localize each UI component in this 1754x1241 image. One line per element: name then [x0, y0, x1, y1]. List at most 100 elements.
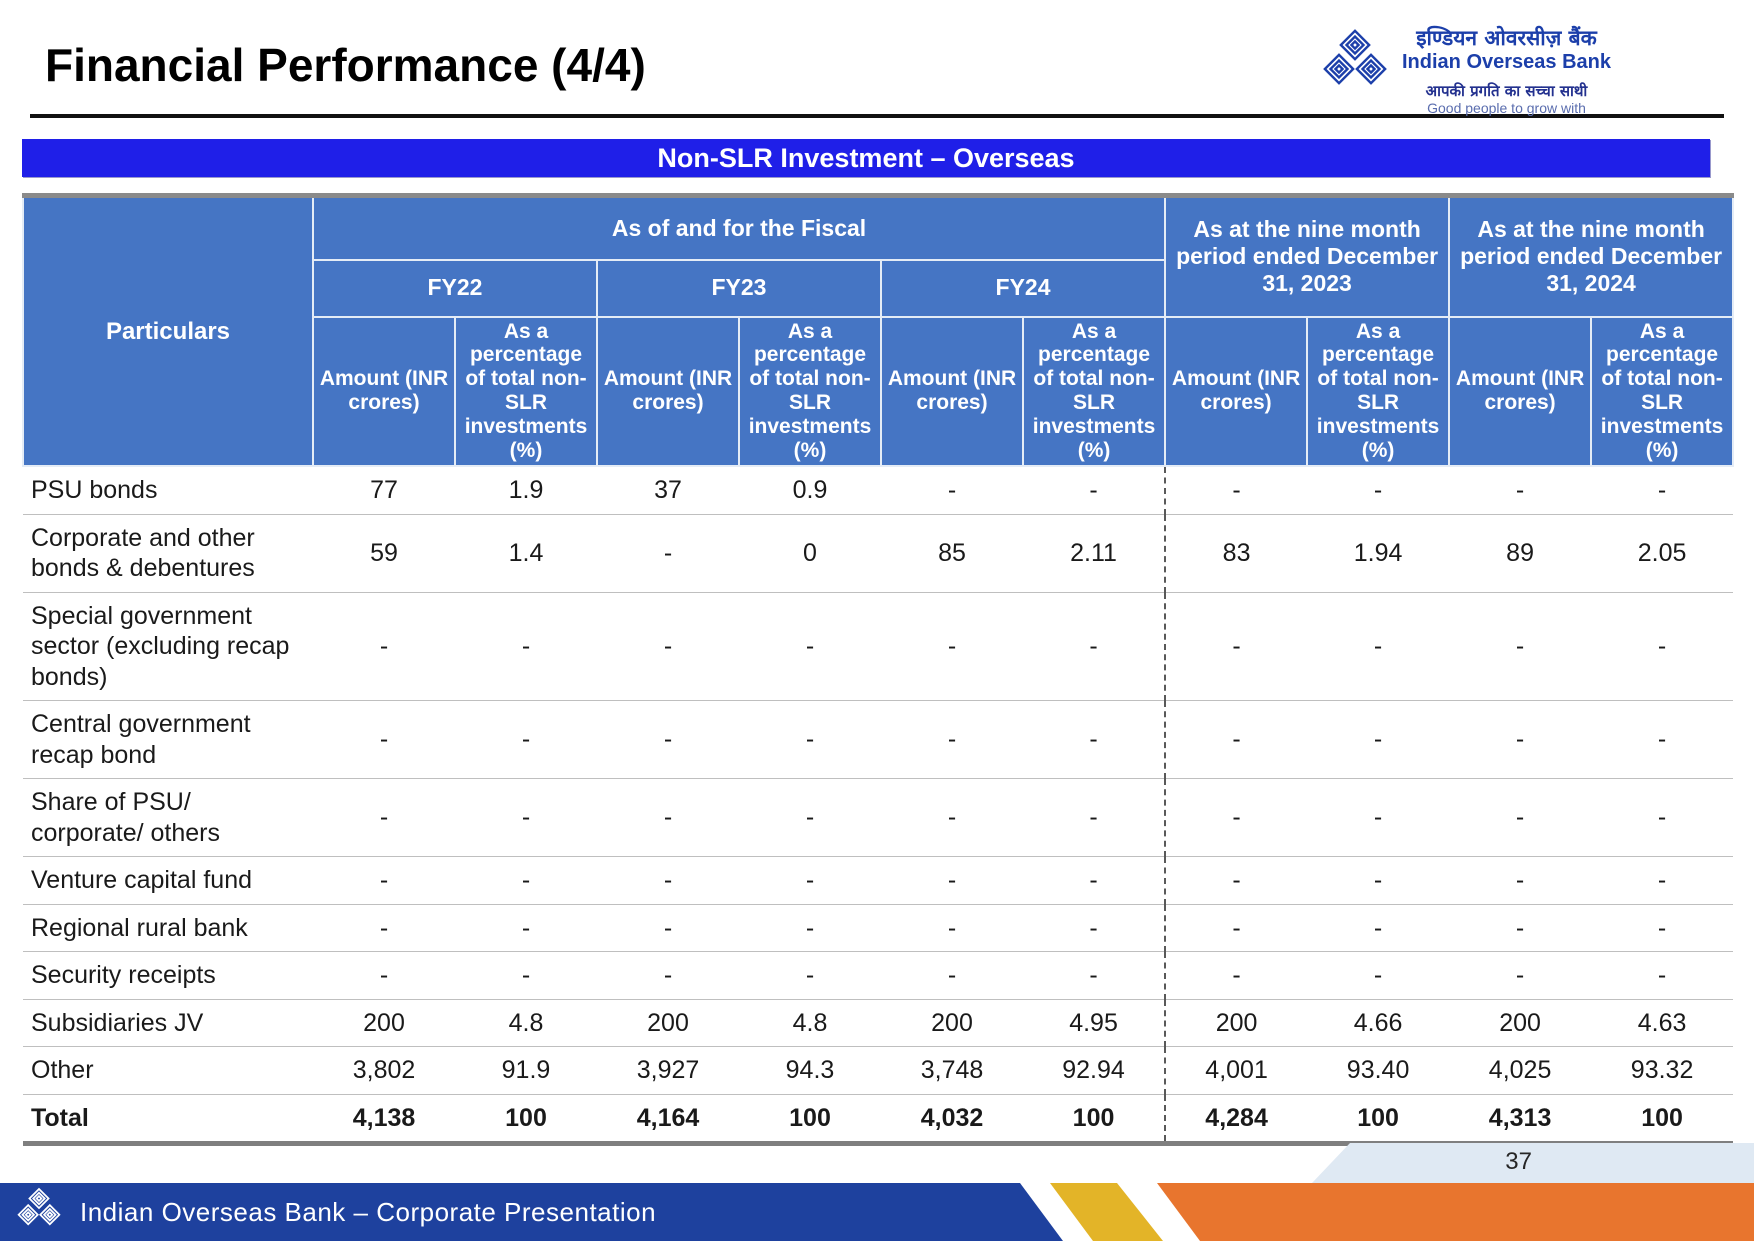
section-banner-title: Non-SLR Investment – Overseas [657, 142, 1075, 173]
cell-value: 0 [739, 514, 881, 593]
cell-value: - [455, 592, 597, 702]
subheader-amount-dec2023: Amount (INR crores) [1164, 315, 1309, 468]
subheader-amount-dec2024: Amount (INR crores) [1448, 315, 1593, 468]
cell-value: - [739, 951, 881, 1000]
cell-value: 4,025 [1449, 1046, 1592, 1095]
cell-value: - [313, 592, 455, 702]
cell-value: - [1449, 700, 1592, 780]
bank-diamonds-icon [1318, 26, 1392, 103]
cell-value: - [881, 951, 1023, 1000]
cell-value: - [1023, 778, 1166, 858]
cell-value: - [1164, 466, 1308, 515]
row-label: PSU bonds [23, 466, 313, 515]
cell-value: 94.3 [739, 1046, 881, 1095]
row-label: Share of PSU/ corporate/ others [23, 778, 313, 858]
footer-bar: Indian Overseas Bank – Corporate Present… [0, 1183, 1754, 1241]
cell-value: 200 [597, 999, 739, 1048]
column-group-fy24: FY24 [879, 258, 1167, 318]
cell-value: - [1307, 951, 1450, 1000]
row-label: Special government sector (excluding rec… [23, 592, 313, 702]
footer-light-band [1312, 1143, 1754, 1183]
cell-value: - [1307, 856, 1450, 905]
title-divider [30, 114, 1724, 118]
cell-value: - [455, 904, 597, 953]
cell-value: - [881, 778, 1023, 858]
cell-value: - [881, 466, 1023, 515]
footer-navy-band [0, 1183, 1063, 1241]
table-row: Venture capital fund - - - - - - - - - - [23, 856, 1734, 905]
investment-table-wrap: Particulars As of and for the Fiscal As … [22, 193, 1735, 1147]
cell-value: 91.9 [455, 1046, 597, 1095]
cell-value: - [1449, 951, 1592, 1000]
cell-value: - [1307, 778, 1450, 858]
cell-value: - [313, 778, 455, 858]
column-group-fy23: FY23 [596, 258, 882, 318]
cell-value: - [455, 856, 597, 905]
cell-value: - [1591, 466, 1734, 515]
cell-value: - [1164, 778, 1308, 858]
bank-name-hindi: इण्डियन ओवरसीज़ बैंक [1416, 26, 1597, 50]
cell-value: - [1164, 951, 1308, 1000]
cell-value: - [739, 778, 881, 858]
cell-value: - [1307, 904, 1450, 953]
cell-value: 89 [1449, 514, 1592, 593]
cell-value: - [455, 951, 597, 1000]
table-body: PSU bonds 77 1.9 37 0.9- - - - - - Corporate and o… [23, 466, 1734, 1145]
row-label: Corporate and other bonds & debentures [23, 514, 313, 593]
cell-value: - [313, 904, 455, 953]
cell-value: 93.32 [1591, 1046, 1734, 1095]
cell-value: 4,164 [597, 1094, 739, 1145]
cell-value: 100 [739, 1094, 881, 1145]
cell-value: 1.4 [455, 514, 597, 593]
cell-value: - [1591, 904, 1734, 953]
table-row: Regional rural bank - - - - - - - - - - [23, 904, 1734, 953]
bank-tagline-hindi: आपकी प्रगति का सच्चा साथी [1425, 82, 1588, 101]
footer-diamonds-icon [14, 1186, 64, 1239]
cell-value: 4,284 [1164, 1094, 1308, 1145]
cell-value: - [597, 951, 739, 1000]
bank-tagline-english: Good people to grow with [1427, 99, 1586, 116]
cell-value: 77 [313, 466, 455, 515]
cell-value: - [313, 951, 455, 1000]
cell-value: - [313, 700, 455, 780]
cell-value: 37 [597, 466, 739, 515]
cell-value: 4.63 [1591, 999, 1734, 1048]
cell-value: - [1023, 592, 1166, 702]
cell-value: - [597, 904, 739, 953]
cell-value: - [1449, 904, 1592, 953]
subheader-amount-fy23: Amount (INR crores) [596, 315, 740, 468]
cell-value: 100 [1023, 1094, 1166, 1145]
cell-value: - [1023, 466, 1166, 515]
cell-value: 1.94 [1307, 514, 1450, 593]
cell-value: - [1591, 700, 1734, 780]
page-number: 37 [1505, 1148, 1532, 1175]
column-group-dec-2024: As at the nine month period ended Decemb… [1448, 194, 1735, 318]
cell-value: 200 [1449, 999, 1592, 1048]
column-group-dec-2023: As at the nine month period ended Decemb… [1164, 194, 1451, 318]
footer-caption: Indian Overseas Bank – Corporate Present… [80, 1196, 657, 1227]
cell-value: 100 [455, 1094, 597, 1145]
row-label: Central government recap bond [23, 700, 313, 780]
table-row: Central government recap bond - - - - - - - - - - [23, 700, 1734, 780]
table-row: Corporate and other bonds & debentures 59… [23, 514, 1734, 593]
section-banner: Non-SLR Investment – Overseas [22, 139, 1710, 177]
bank-name-english: Indian Overseas Bank [1402, 51, 1611, 74]
cell-value: 4.8 [739, 999, 881, 1048]
cell-value: - [739, 904, 881, 953]
cell-value: 4,313 [1449, 1094, 1592, 1145]
cell-value: 2.11 [1023, 514, 1166, 593]
row-label: Venture capital fund [23, 856, 313, 905]
column-header-particulars: Particulars [22, 194, 314, 468]
cell-value: 4,001 [1164, 1046, 1308, 1095]
cell-value: 1.9 [455, 466, 597, 515]
subheader-pct-fy24: As a percentage of total non-SLR investm… [1021, 315, 1167, 468]
cell-value: - [881, 592, 1023, 702]
cell-value: 83 [1164, 514, 1308, 593]
cell-value: - [1591, 592, 1734, 702]
cell-value: 3,802 [313, 1046, 455, 1095]
cell-value: - [1449, 778, 1592, 858]
cell-value: - [1164, 856, 1308, 905]
cell-value: 200 [313, 999, 455, 1048]
row-label: Security receipts [23, 951, 313, 1000]
cell-value: - [1591, 778, 1734, 858]
